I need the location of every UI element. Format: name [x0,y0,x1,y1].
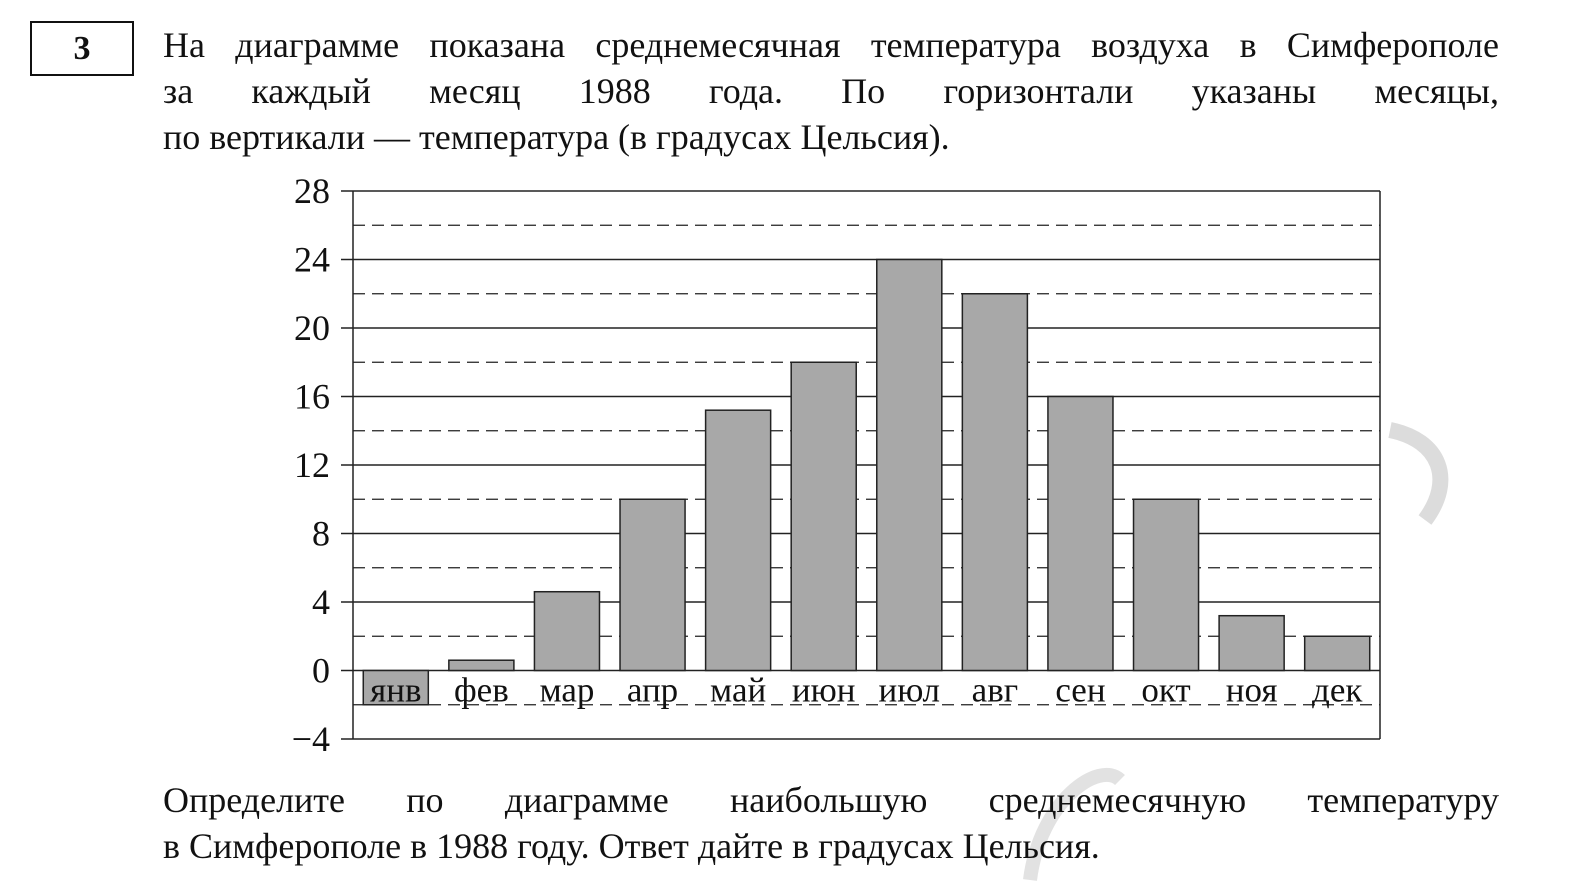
bar-сен [1047,395,1114,672]
y-tick-label: 4 [312,582,330,622]
question-line-2: в Симферополе в 1988 году. Ответ дайте в… [163,826,1100,866]
task-intro: На диаграмме показана среднемесячная тем… [163,22,1499,160]
y-tick-label: 12 [294,445,330,485]
task-number: 3 [73,29,91,67]
x-tick-label: дек [1312,671,1363,710]
x-tick-label: июн [792,671,856,710]
y-tick-label: 20 [294,308,330,348]
x-tick-label: май [710,671,766,710]
bar-фев [448,659,515,672]
intro-line-1: На диаграмме показана среднемесячная тем… [163,25,1499,65]
intro-line-3: по вертикали — температура (в градусах Ц… [163,117,950,157]
y-tick-label: 0 [312,651,330,691]
x-tick-label: авг [972,671,1018,710]
bar-дек [1303,635,1371,672]
x-tick-label: апр [627,671,678,710]
x-tick-label: янв [370,671,421,710]
x-tick-label: ноя [1226,671,1278,710]
intro-line-2: за каждый месяц 1988 года. По горизонтал… [163,71,1499,111]
bar-мар [533,590,601,672]
bar-июн [790,361,857,672]
y-tick-label: 8 [312,514,330,554]
y-tick-label: 24 [294,240,330,280]
y-tick-label: 16 [294,377,330,417]
question-line-1: Определите по диаграмме наибольшую средн… [163,780,1499,820]
bar-янв [362,669,430,706]
x-tick-label: мар [539,671,594,710]
bar-ноя [1218,614,1285,672]
bar-апр [619,498,686,672]
x-tick-label: окт [1141,671,1190,710]
x-tick-label: июл [879,671,940,710]
bar-май [704,409,772,672]
task-number-box: 3 [30,21,134,76]
x-tick-label: сен [1055,671,1105,710]
bar-окт [1132,498,1200,672]
x-tick-label: фев [454,671,509,710]
bar-авг [961,293,1029,672]
task-question: Определите по диаграмме наибольшую средн… [163,777,1499,869]
y-tick-label: −4 [292,719,330,759]
bar-июл [876,258,943,672]
y-tick-label: 28 [294,171,330,211]
